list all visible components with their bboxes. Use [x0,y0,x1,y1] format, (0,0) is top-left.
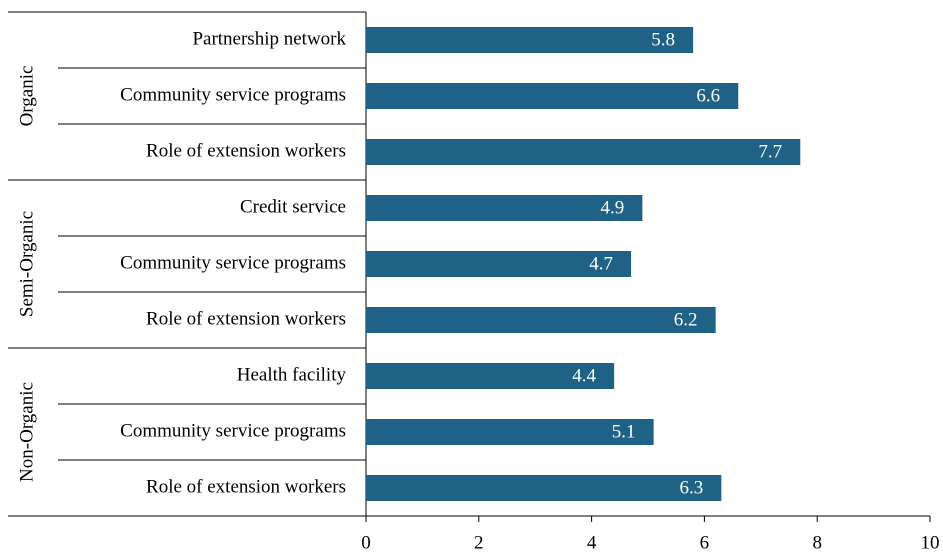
value-label: 5.1 [612,421,636,442]
bar [366,27,694,53]
x-tick-label: 2 [474,532,484,553]
x-tick-label: 4 [587,532,597,553]
bar [366,251,632,277]
value-label: 7.7 [758,141,782,162]
value-label: 4.9 [600,197,624,218]
bar [366,475,722,501]
x-tick-label: 6 [700,532,710,553]
value-label: 6.3 [679,477,703,498]
category-label: Role of extension workers [146,308,346,329]
category-label: Role of extension workers [146,140,346,161]
value-label: 4.7 [589,253,613,274]
category-label: Credit service [240,196,346,217]
bar [366,195,643,221]
category-label: Community service programs [120,84,346,105]
bar [366,307,716,333]
value-label: 6.2 [674,309,698,330]
x-tick-label: 10 [921,532,940,553]
bar [366,363,615,389]
value-label: 5.8 [651,29,675,50]
group-label: Non-Organic [16,382,37,482]
group-label: Semi-Organic [16,211,37,317]
bar [366,139,801,165]
category-label: Health facility [237,364,347,385]
x-tick-label: 0 [361,532,371,553]
category-label: Community service programs [120,252,346,273]
category-label: Community service programs [120,420,346,441]
value-label: 6.6 [696,85,720,106]
bar [366,419,654,445]
x-tick-label: 8 [812,532,822,553]
group-label: Organic [16,66,37,127]
bar [366,83,739,109]
category-label: Partnership network [192,28,346,49]
category-label: Role of extension workers [146,476,346,497]
value-label: 4.4 [572,365,596,386]
